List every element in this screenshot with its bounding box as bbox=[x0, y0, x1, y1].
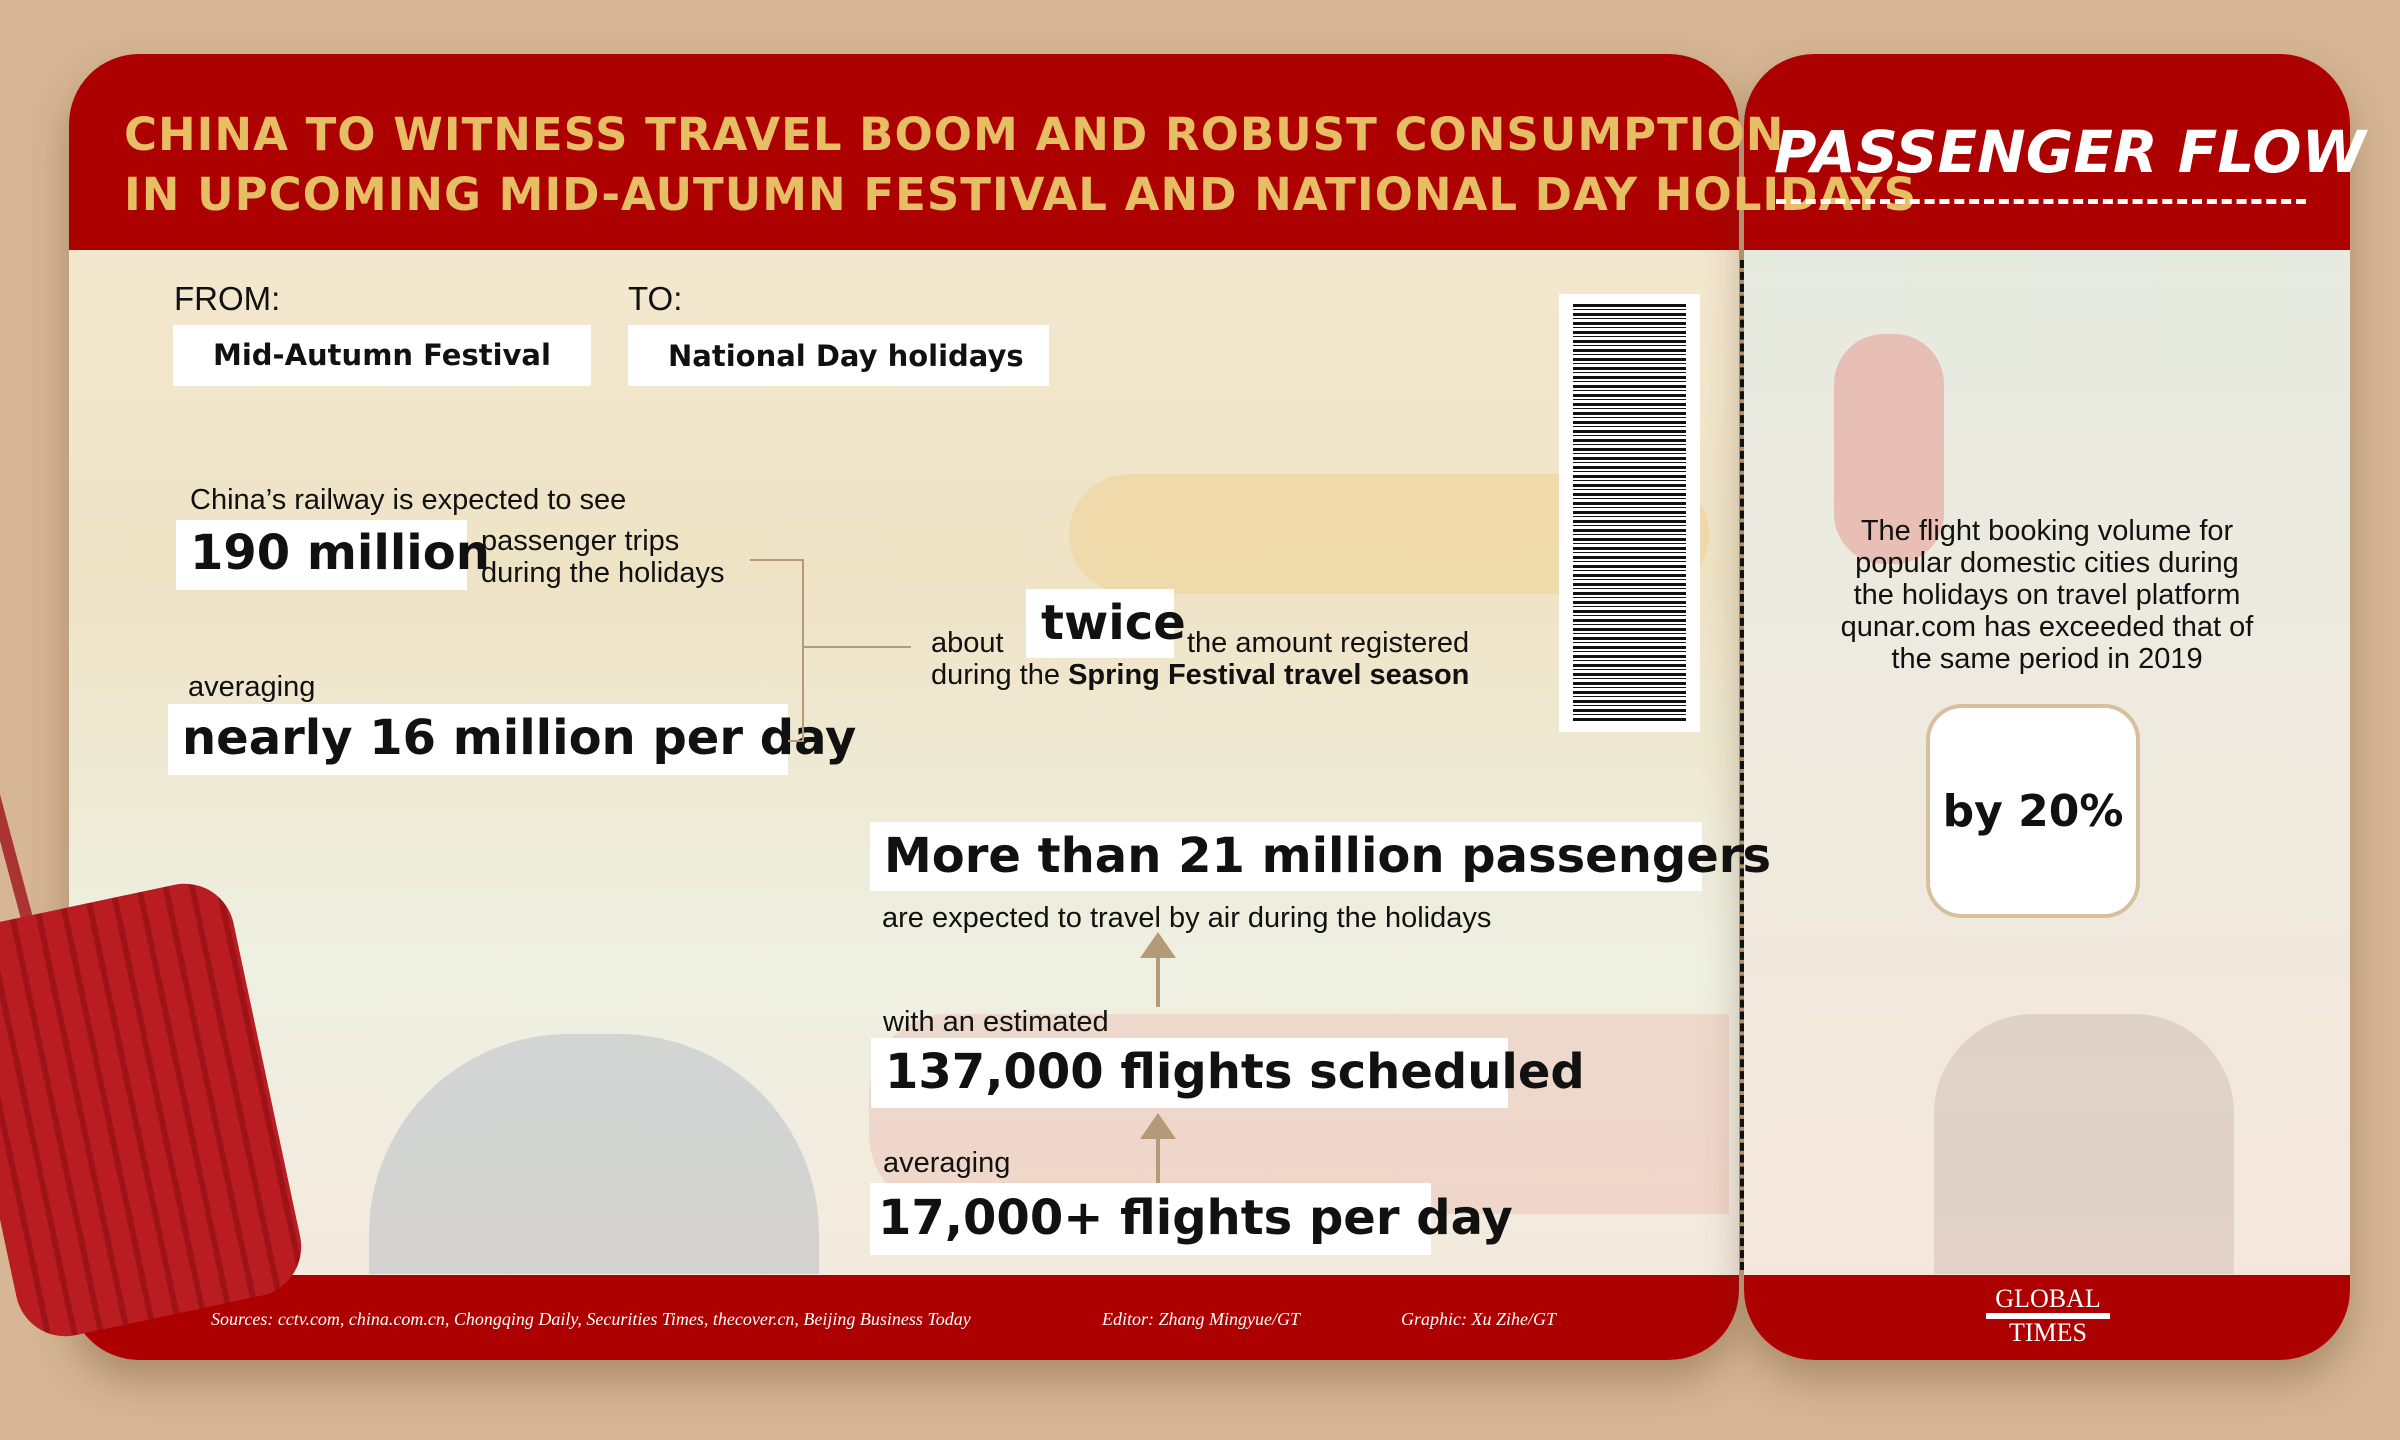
air-avg-box: 17,000+ flights per day bbox=[870, 1183, 1513, 1255]
from-value: Mid-Autumn Festival bbox=[213, 338, 551, 372]
arrow-up-icon bbox=[1156, 1126, 1160, 1186]
arrow-up-icon bbox=[1156, 945, 1160, 1007]
amount-text: the amount registered bbox=[1187, 627, 1470, 659]
paragraph-line: the same period in 2019 bbox=[1891, 643, 2203, 675]
air-avg-value: 17,000+ flights per day bbox=[878, 1190, 1513, 1246]
rail-trips-box: 190 million bbox=[176, 520, 490, 590]
twice-box: twice bbox=[1026, 589, 1186, 658]
spring-festival-label: Spring Festival travel season bbox=[1068, 659, 1470, 691]
woman-illustration bbox=[1834, 334, 1944, 564]
traveler-illustration bbox=[369, 1034, 819, 1274]
percent-badge: by 20% bbox=[1926, 704, 2140, 918]
global-times-logo: GLOBAL TIMES bbox=[1986, 1284, 2110, 1347]
bracket-line bbox=[788, 740, 804, 742]
air-flights: 137,000 flights scheduled bbox=[885, 1044, 1585, 1100]
travelers-illustration bbox=[1934, 1014, 2234, 1274]
air-flights-box: 137,000 flights scheduled bbox=[871, 1038, 1585, 1108]
rail-trips: 190 million bbox=[190, 525, 490, 581]
graphic-text: Graphic: Xu Zihe/GT bbox=[1401, 1309, 1556, 1329]
air-est-label: with an estimated bbox=[883, 1006, 1109, 1038]
to-label: TO: bbox=[628, 280, 683, 317]
to-box: National Day holidays bbox=[628, 325, 1049, 386]
paragraph-line: qunar.com has exceeded that of bbox=[1840, 611, 2254, 643]
title-dashes bbox=[1776, 199, 2306, 204]
ticket-stub-panel bbox=[1744, 54, 2350, 1360]
barcode bbox=[1559, 294, 1700, 732]
air-passengers-desc: are expected to travel by air during the… bbox=[882, 902, 1492, 934]
twice-value: twice bbox=[1041, 595, 1186, 651]
editor-text: Editor: Zhang Mingyue/GT bbox=[1102, 1309, 1300, 1329]
paragraph-line: The flight booking volume for bbox=[1860, 515, 2234, 547]
from-box: Mid-Autumn Festival bbox=[173, 325, 591, 386]
rail-avg-value: nearly 16 million per day bbox=[182, 710, 857, 766]
logo-line2: TIMES bbox=[2009, 1318, 2087, 1347]
air-avg-label: averaging bbox=[883, 1147, 1011, 1179]
rail-avg-label: averaging bbox=[188, 671, 316, 703]
to-value: National Day holidays bbox=[668, 339, 1024, 373]
paragraph-line: popular domestic cities during bbox=[1855, 547, 2239, 579]
flight-paragraph: The flight booking volume for popular do… bbox=[1800, 515, 2294, 675]
header-banner bbox=[69, 54, 1739, 250]
sources-text: Sources: cctv.com, china.com.cn, Chongqi… bbox=[211, 1309, 971, 1329]
during-text: during the Spring Festival travel season bbox=[931, 659, 1469, 691]
footer-banner bbox=[69, 1275, 1739, 1360]
rail-avg-box: nearly 16 million per day bbox=[168, 704, 856, 775]
bracket-line bbox=[804, 646, 911, 648]
perforation-line bbox=[1740, 260, 1744, 1270]
rail-trips-desc2: during the holidays bbox=[481, 557, 725, 589]
during-label: during the bbox=[931, 659, 1060, 691]
about-label: about bbox=[931, 627, 1004, 659]
rail-trips-desc1: passenger trips bbox=[481, 525, 680, 557]
bracket-line bbox=[750, 559, 804, 561]
arrow-up-icon bbox=[1140, 1113, 1176, 1139]
stub-header bbox=[1744, 54, 2350, 250]
page-title-line2: IN UPCOMING MID-AUTUMN FESTIVAL AND NATI… bbox=[124, 168, 1917, 221]
barcode-icon bbox=[1573, 304, 1686, 722]
bracket-line bbox=[802, 559, 804, 742]
logo-rule bbox=[1986, 1313, 2110, 1319]
rail-intro: China’s railway is expected to see bbox=[190, 484, 627, 516]
passenger-flow-title: PASSENGER FLOW bbox=[1774, 118, 2366, 186]
suitcase-handle bbox=[0, 761, 33, 919]
arrow-up-icon bbox=[1140, 932, 1176, 958]
logo-line1: GLOBAL bbox=[1995, 1284, 2101, 1313]
paragraph-line: the holidays on travel platform bbox=[1853, 579, 2241, 611]
air-passengers: More than 21 million passengers bbox=[884, 828, 1772, 884]
page-title-line1: CHINA TO WITNESS TRAVEL BOOM AND ROBUST … bbox=[124, 108, 1785, 161]
from-label: FROM: bbox=[174, 280, 281, 317]
air-passengers-box: More than 21 million passengers bbox=[870, 822, 1771, 891]
